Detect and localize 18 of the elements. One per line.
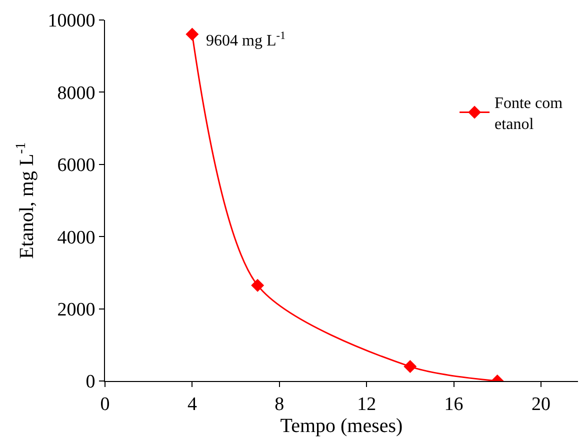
point xyxy=(404,360,417,374)
x-axis-title: Tempo (meses) xyxy=(280,414,403,437)
y-tick-label: 10000 xyxy=(48,10,96,32)
x-tick-label: 8 xyxy=(274,394,284,415)
legend-label: Fonte com etanol xyxy=(494,95,564,133)
y-tick-label: 8000 xyxy=(57,82,96,104)
point xyxy=(186,28,199,41)
y-tick-label: 0 xyxy=(86,372,96,393)
annotation: 9604 mg L$^{-1}$ xyxy=(206,30,286,50)
y-tick-label: 6000 xyxy=(57,155,96,176)
y-tick-label: 2000 xyxy=(57,299,96,320)
point xyxy=(251,278,264,292)
x-tick-label: 12 xyxy=(357,394,376,415)
x-tick-label: 16 xyxy=(444,394,464,415)
x-tick-label: 4 xyxy=(187,394,198,415)
x-tick-label: 0 xyxy=(100,394,110,415)
y-tick-label: 4000 xyxy=(57,227,96,248)
x-tick-label: 20 xyxy=(531,394,550,415)
